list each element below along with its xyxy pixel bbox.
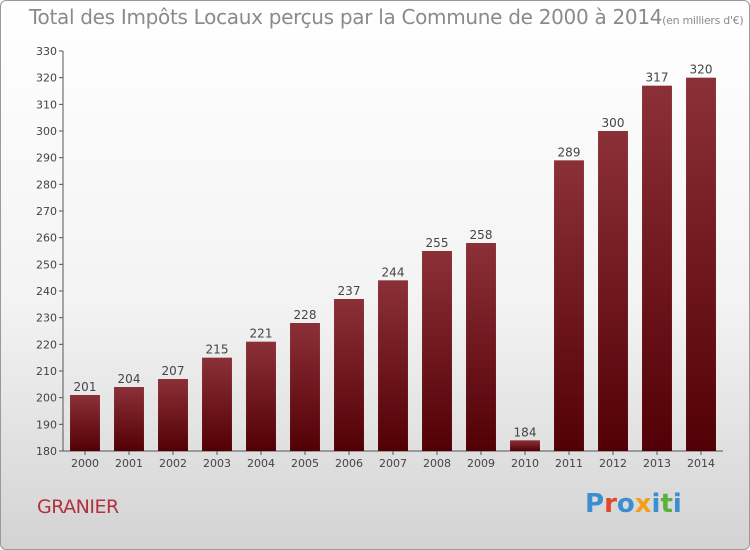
y-tick-label: 260 bbox=[36, 232, 57, 245]
y-tick-label: 230 bbox=[36, 312, 57, 325]
x-tick-label: 2008 bbox=[423, 457, 451, 470]
bar-2013 bbox=[642, 85, 672, 452]
chart-title-text: Total des Impôts Locaux perçus par la Co… bbox=[29, 5, 663, 29]
x-tick-label: 2011 bbox=[555, 457, 583, 470]
y-tick-label: 240 bbox=[36, 285, 57, 298]
chart-title-unit: (en milliers d'€) bbox=[662, 14, 744, 27]
x-tick-label: 2014 bbox=[687, 457, 715, 470]
y-tick-label: 190 bbox=[36, 418, 57, 431]
y-tick-label: 200 bbox=[36, 392, 57, 405]
x-tick-label: 2013 bbox=[643, 457, 671, 470]
bar-2007 bbox=[378, 280, 408, 451]
value-label: 300 bbox=[602, 116, 625, 130]
x-tick-label: 2005 bbox=[291, 457, 319, 470]
y-tick-label: 300 bbox=[36, 125, 57, 138]
x-tick-label: 2003 bbox=[203, 457, 231, 470]
value-label: 215 bbox=[206, 343, 229, 357]
bar-2005 bbox=[290, 323, 320, 451]
x-tick-label: 2007 bbox=[379, 457, 407, 470]
logo-letter: i bbox=[651, 489, 661, 519]
bar-2012 bbox=[598, 131, 628, 451]
x-tick-label: 2006 bbox=[335, 457, 363, 470]
logo-letter: r bbox=[604, 489, 617, 519]
y-tick-label: 320 bbox=[36, 72, 57, 85]
value-label: 228 bbox=[294, 308, 317, 322]
y-tick-label: 180 bbox=[36, 445, 57, 458]
value-label: 244 bbox=[382, 265, 405, 279]
bar-2008 bbox=[422, 251, 452, 451]
x-tick-label: 2004 bbox=[247, 457, 275, 470]
logo-letter: P bbox=[585, 489, 605, 519]
value-label: 204 bbox=[118, 372, 141, 386]
commune-name: GRANIER bbox=[37, 496, 119, 518]
x-tick-label: 2002 bbox=[159, 457, 187, 470]
y-tick-label: 250 bbox=[36, 258, 57, 271]
logo-letter: o bbox=[616, 489, 635, 519]
value-label: 221 bbox=[250, 327, 273, 341]
x-tick-label: 2010 bbox=[511, 457, 539, 470]
bar-2000 bbox=[70, 395, 100, 451]
x-tick-label: 2009 bbox=[467, 457, 495, 470]
y-tick-label: 330 bbox=[36, 45, 57, 58]
value-label: 255 bbox=[426, 236, 449, 250]
bar-2004 bbox=[246, 341, 276, 451]
bar-2010 bbox=[510, 440, 540, 451]
value-label: 258 bbox=[470, 228, 493, 242]
bar-2001 bbox=[114, 387, 144, 451]
bar-2011 bbox=[554, 160, 584, 452]
value-label: 201 bbox=[74, 380, 97, 394]
value-label: 207 bbox=[162, 364, 185, 378]
x-tick-label: 2000 bbox=[71, 457, 99, 470]
bar-2014 bbox=[686, 77, 716, 452]
logo-letter: t bbox=[660, 489, 673, 519]
value-label: 184 bbox=[514, 425, 537, 439]
chart-title: Total des Impôts Locaux perçus par la Co… bbox=[29, 5, 744, 29]
y-tick-label: 220 bbox=[36, 338, 57, 351]
logo-letter: i bbox=[672, 489, 682, 519]
y-tick-label: 310 bbox=[36, 98, 57, 111]
value-label: 320 bbox=[690, 63, 713, 77]
bar-2009 bbox=[466, 243, 496, 451]
y-tick-label: 290 bbox=[36, 152, 57, 165]
y-tick-label: 270 bbox=[36, 205, 57, 218]
logo-letter: x bbox=[634, 489, 652, 519]
proxiti-logo: Proxiti bbox=[585, 489, 682, 519]
labels: 180 190 200 210 220 230 240 250 260 270 280 290 300 3… bbox=[36, 45, 715, 470]
value-label: 237 bbox=[338, 284, 361, 298]
value-label: 317 bbox=[646, 71, 669, 85]
bars bbox=[70, 77, 716, 452]
x-tick-label: 2001 bbox=[115, 457, 143, 470]
value-label: 289 bbox=[558, 145, 581, 159]
y-tick-label: 210 bbox=[36, 365, 57, 378]
bar-2006 bbox=[334, 299, 364, 451]
y-tick-label: 280 bbox=[36, 178, 57, 191]
x-tick-label: 2012 bbox=[599, 457, 627, 470]
bar-2002 bbox=[158, 379, 188, 451]
bar-2003 bbox=[202, 357, 232, 451]
